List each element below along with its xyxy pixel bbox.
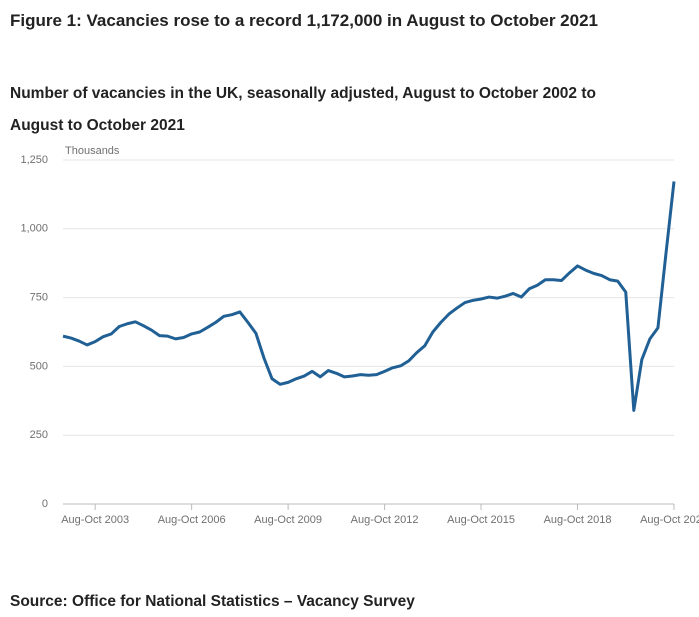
y-tick-label: 250 (30, 429, 48, 441)
y-tick-label: 1,250 (20, 154, 48, 166)
x-tick-label: Aug-Oct 2009 (254, 514, 322, 526)
y-tick-label: 750 (30, 292, 48, 304)
chart-subtitle: Number of vacancies in the UK, seasonall… (10, 85, 596, 134)
chart: Thousands 0 250 500 750 1,000 1,250 Aug-Oct 20… (20, 145, 699, 526)
x-tick-label: Aug-Oct 2018 (544, 514, 612, 526)
y-tick-label: 0 (42, 498, 48, 510)
x-tick-label: Aug-Oct 2006 (158, 514, 226, 526)
source: Source: Office for National Statistics –… (10, 593, 415, 610)
x-tick-label: Aug-Oct 2012 (351, 514, 419, 526)
line-series (62, 181, 676, 412)
x-tick-label: Aug-Oct 2003 (61, 514, 129, 526)
y-unit: Thousands (65, 145, 120, 157)
x-tick-label: Aug-Oct 2015 (447, 514, 515, 526)
y-tick-label: 1,000 (20, 223, 48, 235)
y-tick-label: 500 (30, 360, 48, 372)
chart-title: Figure 1: Vacancies rose to a record 1,1… (10, 11, 598, 30)
x-tick-label: Aug-Oct 2021 (640, 514, 699, 526)
